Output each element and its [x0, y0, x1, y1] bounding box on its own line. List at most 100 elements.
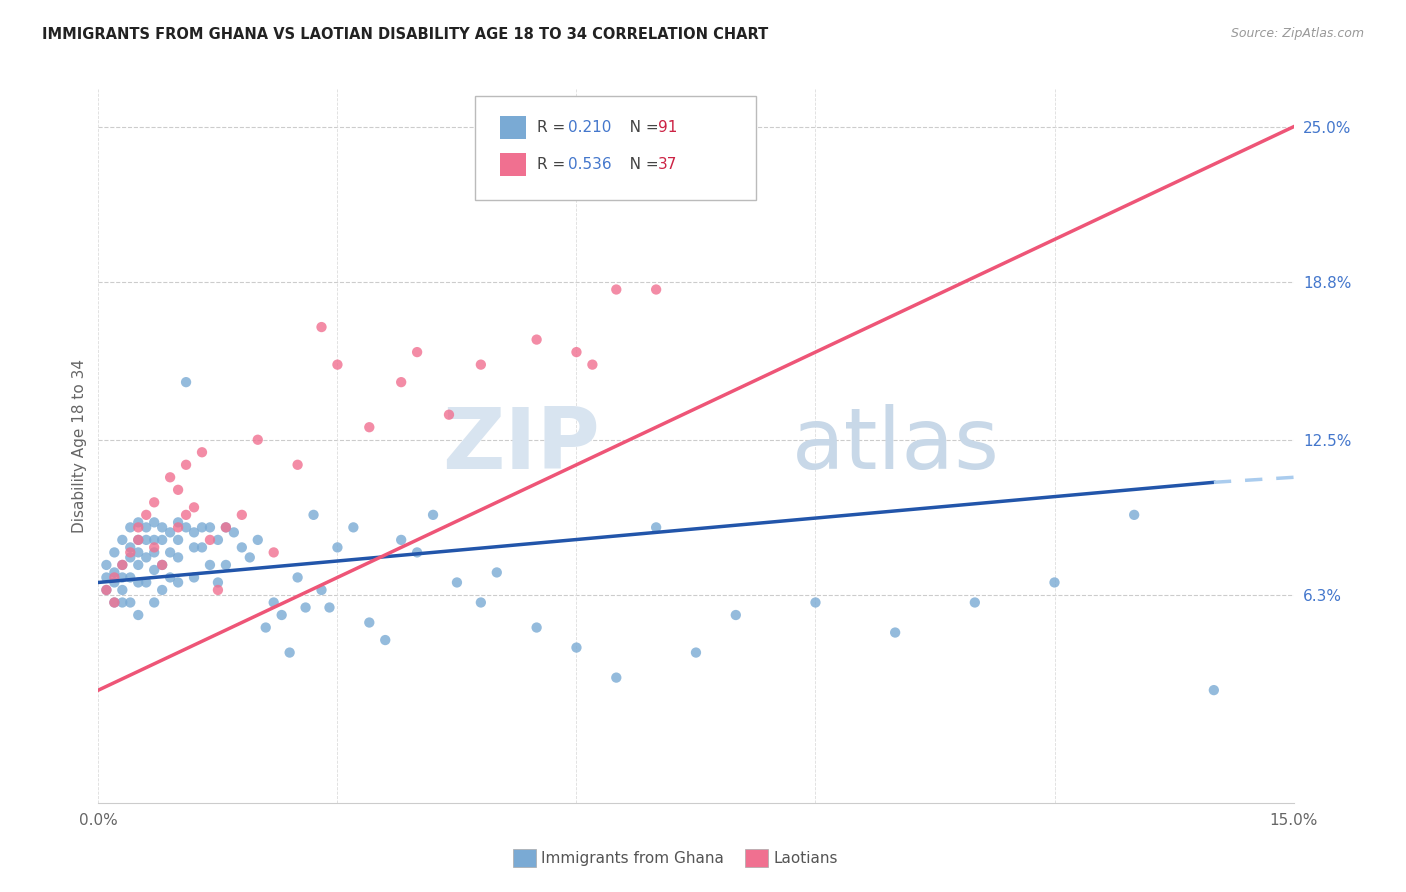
Point — [246, 433, 269, 447]
Text: R =: R = — [537, 157, 571, 172]
Point — [120, 545, 142, 559]
Point — [143, 595, 166, 609]
Point — [111, 558, 134, 572]
Point — [207, 582, 229, 597]
Point — [318, 600, 340, 615]
Point — [120, 541, 142, 555]
Point — [111, 570, 134, 584]
Point — [326, 358, 349, 372]
Point — [150, 533, 173, 547]
Text: IMMIGRANTS FROM GHANA VS LAOTIAN DISABILITY AGE 18 TO 34 CORRELATION CHART: IMMIGRANTS FROM GHANA VS LAOTIAN DISABIL… — [42, 27, 769, 42]
Point — [1043, 575, 1066, 590]
Point — [111, 582, 134, 597]
Point — [198, 533, 221, 547]
Point — [143, 495, 166, 509]
Point — [174, 458, 197, 472]
Point — [246, 533, 269, 547]
Point — [278, 646, 301, 660]
Point — [963, 595, 986, 609]
Point — [103, 575, 125, 590]
Point — [263, 595, 285, 609]
Point — [605, 671, 627, 685]
Point — [120, 570, 142, 584]
Point — [167, 575, 190, 590]
Point — [159, 545, 181, 559]
Point — [342, 520, 364, 534]
Point — [127, 516, 149, 530]
Point — [389, 533, 412, 547]
Point — [389, 375, 412, 389]
Point — [1123, 508, 1146, 522]
Point — [239, 550, 262, 565]
Point — [222, 525, 245, 540]
Point — [96, 582, 118, 597]
Point — [311, 320, 333, 334]
Point — [183, 570, 205, 584]
Point — [565, 640, 588, 655]
Point — [326, 541, 349, 555]
Point — [167, 516, 190, 530]
Point — [526, 621, 548, 635]
Point — [198, 520, 221, 534]
Point — [198, 558, 221, 572]
Y-axis label: Disability Age 18 to 34: Disability Age 18 to 34 — [72, 359, 87, 533]
Point — [183, 541, 205, 555]
Point — [143, 545, 166, 559]
Point — [150, 582, 173, 597]
Text: Laotians: Laotians — [773, 851, 838, 865]
Point — [127, 533, 149, 547]
Point — [470, 595, 492, 609]
Point — [143, 516, 166, 530]
Text: 0.536: 0.536 — [568, 157, 612, 172]
Point — [526, 333, 548, 347]
Point — [724, 607, 747, 622]
Point — [120, 550, 142, 565]
Text: ZIP: ZIP — [443, 404, 600, 488]
Point — [127, 607, 149, 622]
Point — [645, 520, 668, 534]
Point — [215, 520, 238, 534]
Point — [143, 563, 166, 577]
Point — [103, 570, 125, 584]
Point — [183, 500, 205, 515]
Point — [270, 607, 292, 622]
Point — [167, 520, 190, 534]
Point — [605, 283, 627, 297]
Point — [263, 545, 285, 559]
Point — [470, 358, 492, 372]
FancyBboxPatch shape — [501, 116, 526, 139]
Point — [207, 575, 229, 590]
Point — [135, 575, 157, 590]
Point — [127, 520, 149, 534]
Point — [159, 470, 181, 484]
Point — [359, 615, 381, 630]
Point — [374, 633, 396, 648]
Text: Immigrants from Ghana: Immigrants from Ghana — [541, 851, 724, 865]
Point — [120, 595, 142, 609]
Point — [135, 508, 157, 522]
Point — [207, 533, 229, 547]
Point — [135, 520, 157, 534]
Point — [174, 520, 197, 534]
Point — [103, 595, 125, 609]
Text: 91: 91 — [658, 120, 678, 136]
Point — [167, 550, 190, 565]
FancyBboxPatch shape — [475, 96, 756, 200]
Text: 0.210: 0.210 — [568, 120, 612, 136]
Point — [422, 508, 444, 522]
Text: 37: 37 — [658, 157, 678, 172]
Point — [150, 558, 173, 572]
Point — [103, 545, 125, 559]
Point — [645, 283, 668, 297]
Point — [103, 566, 125, 580]
Point — [191, 445, 214, 459]
Point — [96, 570, 118, 584]
Point — [565, 345, 588, 359]
Point — [135, 550, 157, 565]
Point — [167, 483, 190, 497]
Point — [231, 508, 253, 522]
Text: N =: N = — [614, 157, 664, 172]
Point — [191, 541, 214, 555]
Point — [302, 508, 325, 522]
Point — [96, 582, 118, 597]
